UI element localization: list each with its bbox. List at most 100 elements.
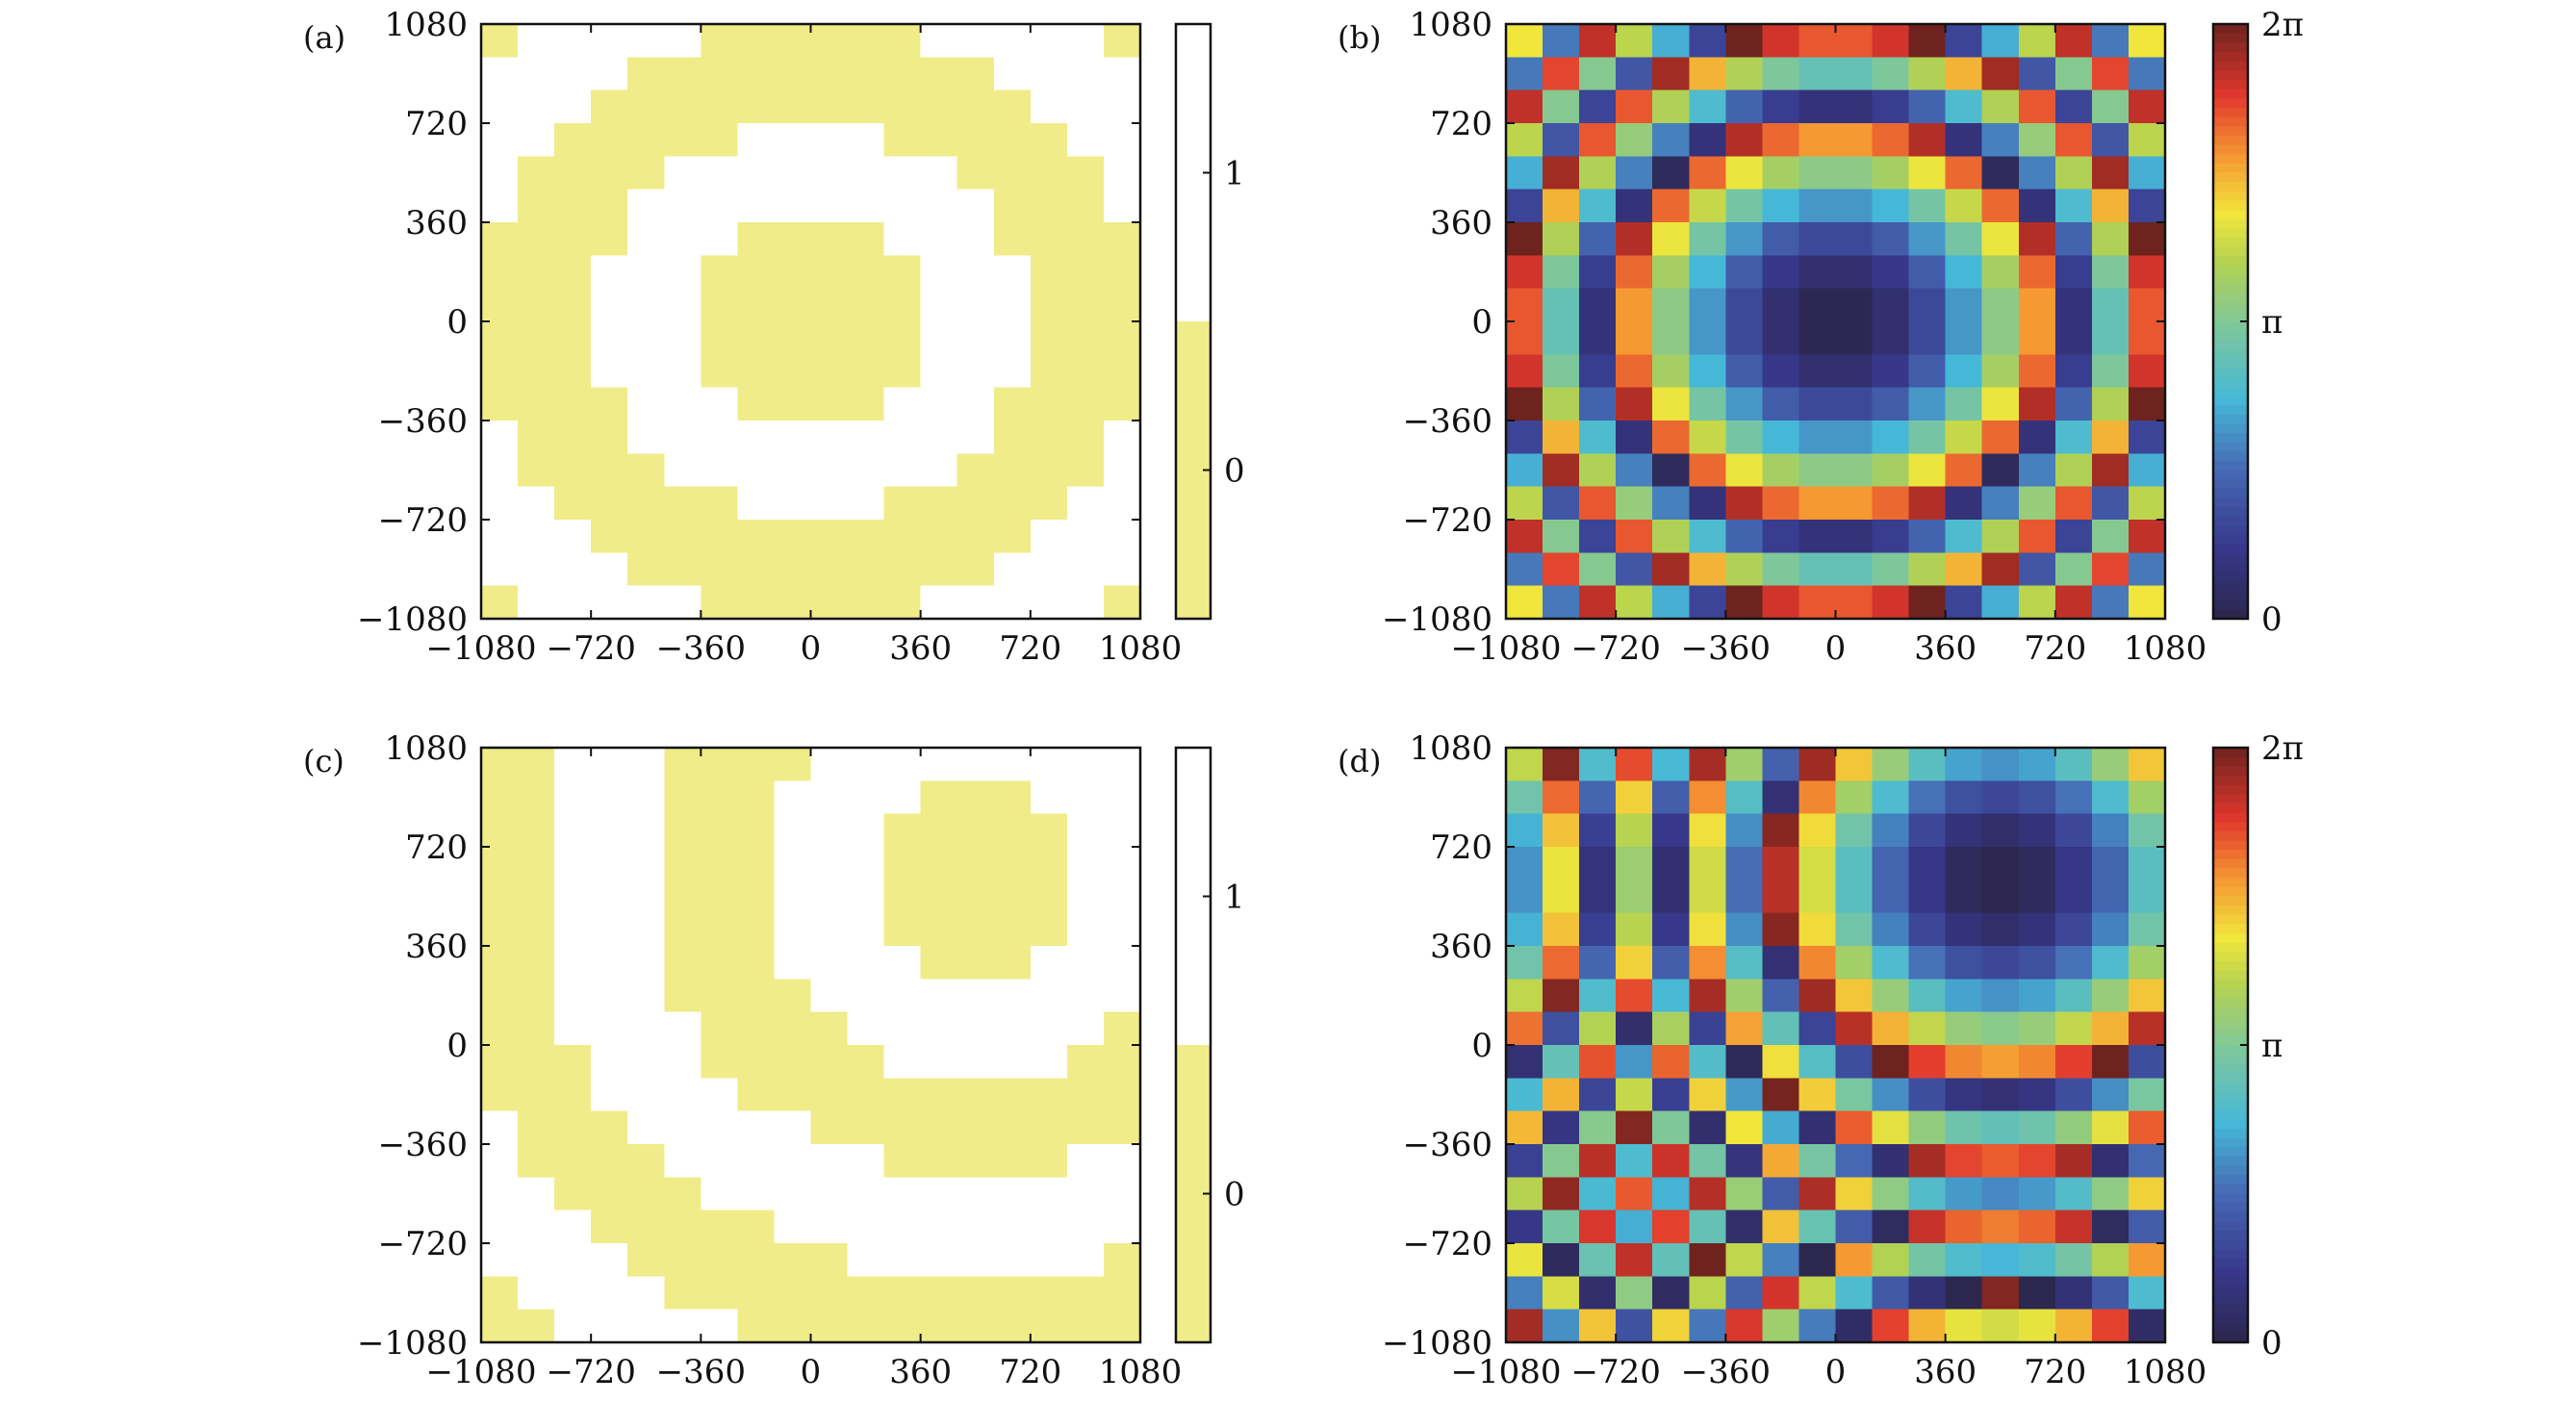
x-tick-label: 720 [999, 629, 1061, 668]
heatmap-cell [701, 979, 738, 1013]
heatmap-cell [1506, 1276, 1543, 1311]
heatmap-cell [701, 222, 738, 256]
heatmap-cell [1835, 979, 1874, 1013]
heatmap-cell [993, 421, 1032, 454]
heatmap-cell [2091, 1144, 2130, 1178]
heatmap-cell [774, 847, 812, 880]
heatmap-cell [956, 1309, 995, 1343]
heatmap-cell [2128, 1276, 2166, 1311]
heatmap-cell [2054, 57, 2093, 91]
heatmap-cell [737, 946, 776, 980]
heatmap-cell [810, 748, 849, 781]
heatmap-cell [1030, 912, 1068, 947]
heatmap-cell [518, 1177, 555, 1211]
heatmap-cell [2091, 1045, 2130, 1079]
heatmap-cell [737, 486, 776, 521]
heatmap-cell [2054, 520, 2093, 553]
heatmap-cell [1066, 189, 1105, 223]
heatmap-cell [1689, 520, 1726, 553]
heatmap-cell [701, 421, 738, 454]
heatmap-cell [956, 552, 995, 587]
heatmap-cell [2128, 453, 2166, 488]
heatmap-cell [956, 57, 995, 91]
heatmap-cell [518, 979, 555, 1013]
heatmap-cell [1689, 1177, 1726, 1211]
heatmap-cell [920, 321, 958, 355]
heatmap-cell [664, 1011, 701, 1046]
heatmap-cell [1066, 813, 1105, 848]
heatmap-cell [481, 813, 519, 848]
heatmap-cell [1652, 387, 1690, 421]
heatmap-cell [1543, 748, 1580, 781]
heatmap-cell [956, 1144, 995, 1178]
heatmap-cell [1652, 946, 1690, 980]
x-tick-label: −1080 [1450, 629, 1561, 668]
heatmap-cell [627, 57, 665, 91]
heatmap-cell [1908, 123, 1947, 157]
heatmap-cell [481, 1045, 519, 1079]
heatmap-cell [1908, 354, 1947, 389]
x-tick-label: −1080 [425, 629, 536, 668]
colorbar-step [2213, 1221, 2248, 1232]
heatmap-cell [1835, 288, 1874, 322]
heatmap-cell [1689, 123, 1726, 157]
heatmap-cell [1945, 780, 1983, 815]
heatmap-cell [591, 748, 628, 781]
colorbar-tick-label: 1 [1224, 879, 1245, 917]
heatmap-cell [1030, 1276, 1068, 1311]
heatmap-cell [2091, 222, 2130, 256]
heatmap-cell [883, 421, 922, 454]
heatmap-cell [1103, 847, 1141, 880]
heatmap-cell [810, 288, 849, 322]
heatmap-cell [554, 1243, 592, 1277]
heatmap-cell [591, 453, 628, 488]
heatmap-cell [1030, 879, 1068, 914]
heatmap-cell [737, 354, 776, 389]
heatmap-cell [1981, 748, 2020, 781]
heatmap-cell [1103, 585, 1141, 620]
heatmap-cell [1798, 421, 1837, 454]
heatmap-cell [627, 813, 665, 848]
heatmap-cell [1725, 255, 1763, 290]
heatmap-cell [1616, 748, 1653, 781]
heatmap-cell [1762, 288, 1800, 322]
heatmap-cell [1030, 1144, 1068, 1178]
heatmap-cell [554, 123, 592, 157]
heatmap-cell [1652, 288, 1690, 322]
heatmap-cell [993, 847, 1032, 880]
colorbar-step [2213, 33, 2248, 44]
heatmap-cell [883, 585, 922, 620]
heatmap-cell [737, 748, 776, 781]
heatmap-cell [774, 453, 812, 488]
heatmap-cell [481, 354, 519, 389]
heatmap-cell [701, 1210, 738, 1244]
heatmap-cell [920, 421, 958, 454]
heatmap-cell [1652, 813, 1690, 848]
heatmap-cell [1725, 1309, 1763, 1343]
heatmap-cell [591, 780, 628, 815]
heatmap-cell [1762, 1078, 1800, 1112]
heatmap-cell [701, 780, 738, 815]
heatmap-cell [1543, 57, 1580, 91]
heatmap-cell [1579, 222, 1617, 256]
heatmap-cell [2018, 1011, 2056, 1046]
heatmap-cell [1579, 24, 1617, 58]
heatmap-cell [2054, 189, 2093, 223]
heatmap-cell [956, 847, 995, 880]
heatmap-cell [1798, 222, 1837, 256]
heatmap-cell [1616, 520, 1653, 553]
heatmap-cell [847, 453, 885, 488]
heatmap-cell [1103, 1045, 1141, 1079]
heatmap-cell [1798, 946, 1837, 980]
heatmap-cell [1872, 123, 1910, 157]
heatmap-cell [627, 1309, 665, 1343]
heatmap-cell [554, 813, 592, 848]
heatmap-cell [737, 321, 776, 355]
heatmap-cell [1945, 222, 1983, 256]
heatmap-cell [993, 123, 1032, 157]
heatmap-cell [737, 387, 776, 421]
heatmap-cell [956, 780, 995, 815]
heatmap-cell [664, 222, 701, 256]
heatmap-cell [810, 552, 849, 587]
